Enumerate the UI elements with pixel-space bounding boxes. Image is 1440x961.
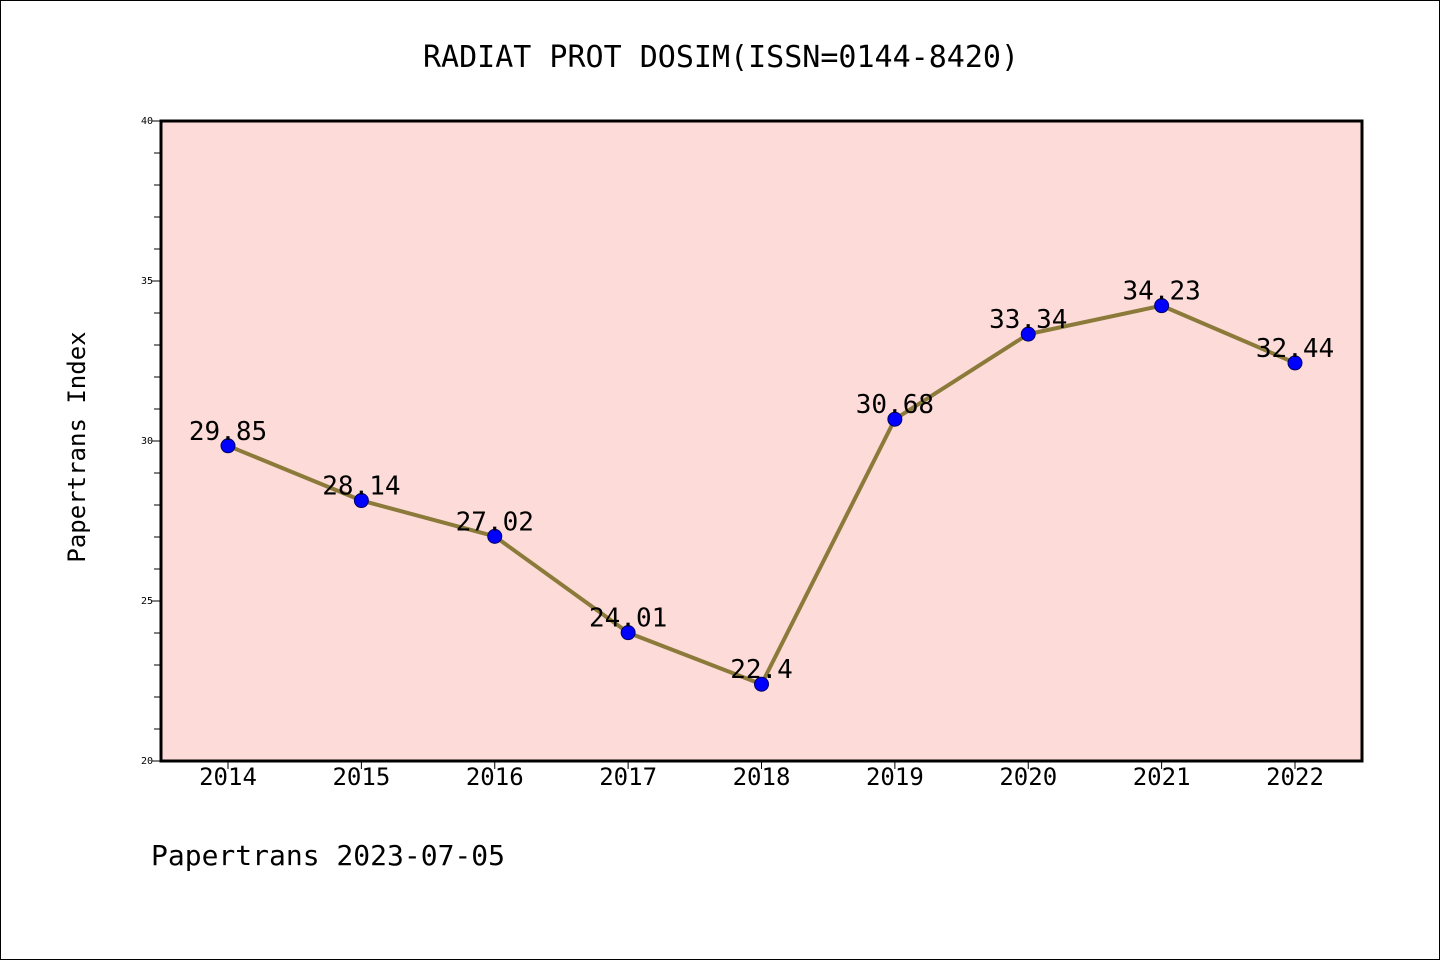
- y-tick-label: 25: [141, 596, 153, 607]
- footer-text: Papertrans 2023-07-05: [151, 839, 505, 872]
- data-label: 32.44: [1256, 334, 1334, 364]
- data-label: 29.85: [189, 417, 267, 447]
- x-tick-label: 2017: [599, 763, 657, 791]
- x-tick-label: 2019: [866, 763, 924, 791]
- x-tick-label: 2018: [733, 763, 791, 791]
- y-tick-label: 35: [141, 276, 153, 287]
- y-tick-label: 40: [141, 116, 153, 127]
- data-point: [1287, 355, 1303, 371]
- data-label: 33.34: [989, 305, 1067, 335]
- data-point: [487, 528, 503, 544]
- data-label: 28.14: [322, 472, 400, 502]
- y-tick-label: 30: [141, 436, 153, 447]
- chart-title: RADIAT PROT DOSIM(ISSN=0144-8420): [423, 40, 1019, 75]
- x-tick-label: 2016: [466, 763, 524, 791]
- y-tick-label: 20: [141, 756, 153, 767]
- data-point: [353, 493, 369, 509]
- plot-area: [159, 119, 1364, 763]
- x-tick-label: 2022: [1266, 763, 1324, 791]
- x-tick-label: 2020: [999, 763, 1057, 791]
- data-label: 30.68: [856, 390, 934, 420]
- x-tick-label: 2014: [199, 763, 257, 791]
- y-axis: 20 25 30 35 40: [141, 116, 161, 767]
- data-point: [620, 625, 636, 641]
- data-point: [754, 676, 769, 692]
- x-tick-label: 2021: [1133, 763, 1191, 791]
- data-point: [1020, 326, 1036, 342]
- y-axis-title: Papertrans Index: [63, 331, 91, 562]
- x-tick-label: 2015: [332, 763, 390, 791]
- data-label: 27.02: [456, 507, 534, 537]
- series-layer: 29.85 28.14 27.02 24.01 22.4 30.68 33.34 34.23 3…: [189, 277, 1334, 692]
- data-point: [220, 438, 236, 454]
- data-point: [887, 411, 903, 427]
- data-label: 24.01: [589, 604, 667, 634]
- x-axis: 2014 2015 2016 2017 2018 2019 2020 2021 2022: [199, 761, 1324, 791]
- data-point: [1154, 298, 1170, 314]
- data-label: 34.23: [1122, 277, 1200, 307]
- data-label: 22.4: [730, 655, 793, 685]
